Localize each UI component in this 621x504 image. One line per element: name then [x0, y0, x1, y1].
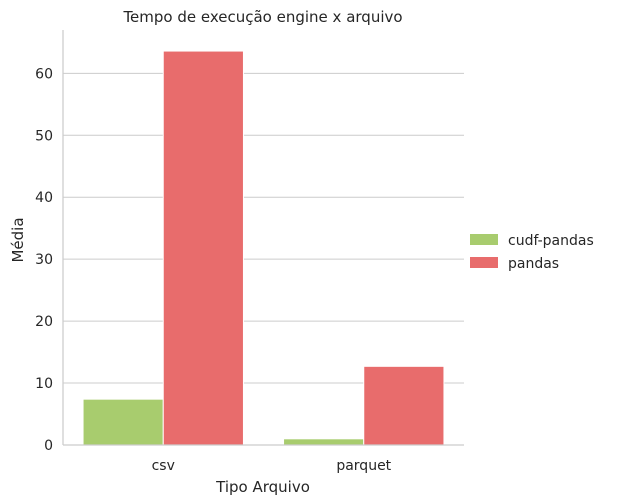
y-tick-label: 20	[35, 314, 53, 330]
bar-cudf-pandas-parquet	[283, 438, 365, 446]
bar-pandas-csv	[162, 50, 244, 446]
x-tick-labels: csv parquet	[152, 458, 392, 474]
y-tick-label: 50	[35, 128, 53, 144]
y-tick-label: 60	[35, 66, 53, 82]
legend-swatch-cudf-pandas	[470, 234, 498, 245]
legend-label-cudf-pandas: cudf-pandas	[508, 233, 594, 249]
y-tick-label: 40	[35, 190, 53, 206]
y-tick-label: 30	[35, 252, 53, 268]
y-tick-label: 10	[35, 376, 53, 392]
legend-swatch-pandas	[470, 257, 498, 268]
y-tick-labels: 0 10 20 30 40 50 60	[35, 66, 53, 454]
y-tick-label: 0	[44, 438, 53, 454]
chart-title: Tempo de execução engine x arquivo	[122, 8, 402, 26]
y-axis-label: Média	[9, 217, 27, 262]
legend-label-pandas: pandas	[508, 256, 559, 272]
axes	[62, 30, 464, 446]
bar-cudf-pandas-csv	[82, 398, 164, 446]
bars	[82, 50, 445, 446]
x-tick-label: csv	[152, 458, 175, 474]
gridlines	[63, 72, 464, 384]
x-tick-label: parquet	[336, 458, 391, 474]
bar-pandas-parquet	[363, 365, 445, 446]
legend: cudf-pandas pandas	[470, 233, 594, 272]
x-axis-label: Tipo Arquivo	[215, 478, 310, 496]
